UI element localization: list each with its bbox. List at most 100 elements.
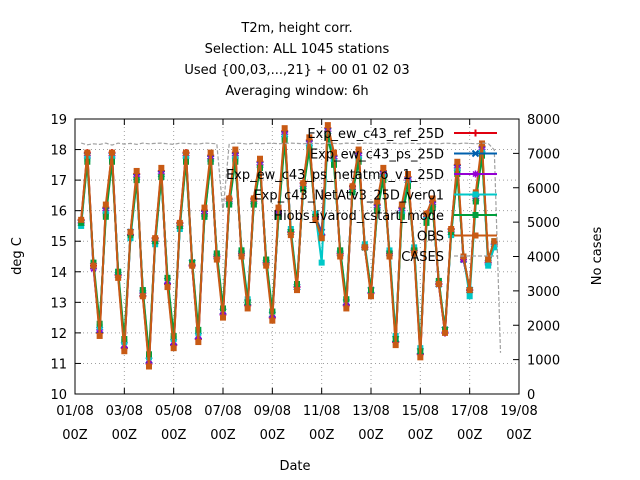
y-tick-label: 17: [50, 174, 67, 189]
data-point: [78, 219, 85, 226]
data-point: [324, 122, 331, 129]
chart-title: T2m, height corr. Selection: ALL 1045 st…: [184, 21, 409, 99]
y-tick-label: 13: [50, 296, 67, 311]
x-tick-hour: 00Z: [112, 428, 138, 443]
y-tick-label: 14: [50, 266, 67, 281]
data-point: [90, 262, 97, 269]
y-tick-label: 12: [50, 327, 67, 342]
data-point: [466, 293, 473, 300]
y2-tick-label: 3000: [527, 285, 560, 300]
data-point: [176, 219, 183, 226]
y2-tick-label: 7000: [527, 147, 560, 162]
legend-label: Exp_c43_NetAtv3_25D_ver01: [253, 189, 444, 204]
x-tick-date: 07/08: [204, 404, 241, 419]
data-point: [485, 262, 492, 269]
data-point: [109, 149, 115, 156]
y2-tick-label: 1000: [527, 354, 560, 369]
y2-tick-label: 4000: [527, 251, 560, 266]
data-point: [472, 232, 479, 239]
data-point: [207, 149, 214, 156]
data-point: [485, 256, 492, 263]
y2-axis-label: No cases: [590, 227, 605, 286]
x-tick-hour: 00Z: [62, 428, 88, 443]
data-point: [213, 256, 220, 263]
data-point: [435, 281, 442, 287]
data-point: [368, 293, 374, 300]
data-point: [355, 146, 362, 153]
data-point: [226, 195, 233, 202]
y-tick-label: 10: [50, 388, 67, 403]
data-point: [127, 229, 134, 236]
x-tick-hour: 00Z: [260, 428, 286, 443]
data-point: [392, 342, 399, 349]
y-tick-label: 19: [50, 113, 67, 128]
data-point: [318, 235, 325, 242]
data-point: [102, 201, 109, 208]
data-point: [380, 164, 387, 171]
data-point: [331, 149, 337, 156]
y-axis-ticks: 10 11 12 13 14 15 16 17 18 19: [50, 113, 81, 403]
x-tick-hour: 00Z: [506, 428, 532, 443]
data-point: [361, 244, 368, 251]
data-point: [472, 212, 479, 218]
data-point: [152, 235, 159, 242]
series-obs: [78, 122, 498, 370]
y-tick-label: 15: [50, 235, 67, 250]
data-point: [337, 253, 344, 260]
title-line-1: T2m, height corr.: [240, 21, 352, 36]
x-tick-date: 19/08: [500, 404, 537, 419]
data-point: [269, 317, 276, 324]
data-point: [312, 216, 319, 223]
data-point: [84, 149, 91, 156]
y-tick-label: 18: [50, 144, 67, 159]
data-point: [78, 222, 85, 229]
y-tick-label: 11: [50, 357, 67, 372]
legend-label: Exp_ew_c43_ps_netatmo_v1_25D: [226, 168, 444, 183]
x-tick-date: 03/08: [106, 404, 143, 419]
x-tick-hour: 00Z: [210, 428, 236, 443]
data-point: [139, 293, 146, 300]
series-line: [80, 127, 496, 364]
x-axis-label: Date: [279, 459, 310, 474]
data-point: [374, 198, 381, 205]
y-axis-label: deg C: [10, 237, 25, 275]
series-cases: [81, 142, 502, 353]
data-point: [294, 287, 300, 294]
data-point: [250, 195, 257, 202]
data-point: [300, 180, 307, 187]
data-point: [164, 284, 171, 291]
data-point: [183, 149, 189, 156]
data-point: [417, 354, 424, 361]
data-point: [115, 274, 122, 281]
x-tick-hour: 00Z: [161, 428, 187, 443]
data-point: [281, 125, 288, 132]
x-tick-hour: 00Z: [457, 428, 483, 443]
data-point: [287, 232, 294, 239]
data-point: [121, 348, 128, 355]
y2-tick-label: 0: [527, 388, 535, 403]
legend-label: Exp_ew_c43_ps_25D: [310, 148, 444, 163]
x-tick-hour: 00Z: [358, 428, 384, 443]
data-point: [189, 262, 196, 269]
series-line: [80, 124, 496, 367]
title-line-4: Averaging window: 6h: [225, 84, 368, 99]
legend-label: CASES: [401, 250, 444, 265]
x-tick-date: 09/08: [254, 404, 291, 419]
data-point: [398, 201, 405, 208]
data-point: [405, 171, 411, 177]
data-point: [386, 253, 393, 260]
data-point: [466, 287, 473, 294]
data-point: [238, 253, 245, 260]
data-point: [472, 170, 479, 178]
legend: Exp_ew_c43_ref_25D Exp_ew_c43_ps_25D Exp_e…: [226, 127, 497, 265]
data-point: [170, 345, 177, 352]
data-point: [318, 259, 325, 266]
title-line-2: Selection: ALL 1045 stations: [205, 42, 390, 57]
series-line: [81, 142, 502, 353]
data-point: [411, 250, 418, 257]
plot-frame: [74, 118, 520, 395]
data-point: [472, 191, 479, 198]
x-axis-ticks: 01/08 00Z 03/08 00Z 05/08 00Z 07/08 00Z 09/08 00Z…: [56, 119, 538, 443]
title-line-3: Used {00,03,...,21} + 00 01 02 03: [184, 63, 409, 78]
x-tick-date: 01/08: [56, 404, 93, 419]
